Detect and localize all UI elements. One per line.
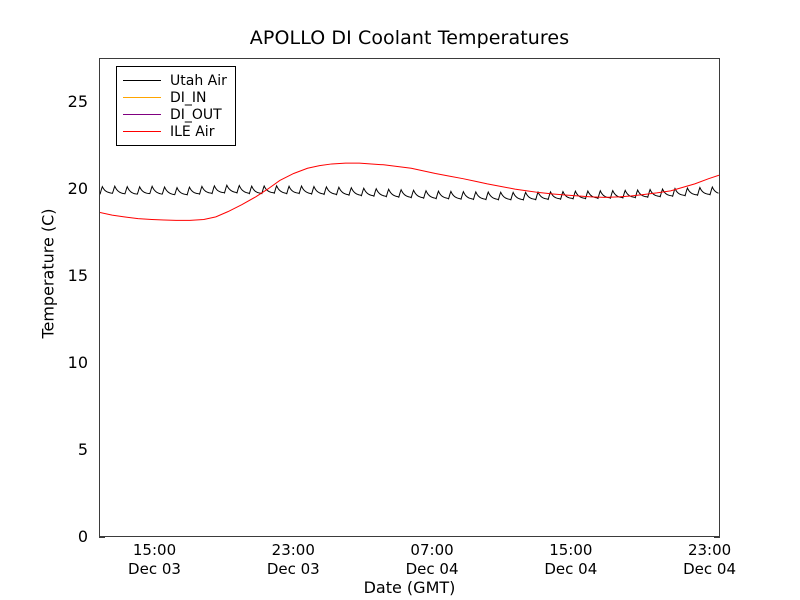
legend-color-swatch	[123, 80, 161, 81]
legend-item-label: DI_IN	[170, 89, 207, 106]
legend-color-swatch	[123, 97, 161, 98]
x-tick-label: 15:00 Dec 04	[544, 541, 597, 579]
x-tick-time: 15:00	[132, 541, 177, 559]
legend-color-swatch	[123, 114, 161, 115]
legend-color-swatch	[123, 131, 161, 132]
x-tick-time: 07:00	[410, 541, 454, 559]
y-tick-label: 25	[67, 91, 88, 111]
x-tick-label: 23:00 Dec 04	[683, 541, 736, 579]
y-tick-label: 5	[77, 439, 88, 459]
legend-item[interactable]: ILE Air	[123, 123, 227, 140]
x-tick-label: 15:00 Dec 03	[128, 541, 181, 579]
x-tick-time: 15:00	[549, 541, 593, 559]
x-tick-time: 23:00	[687, 541, 732, 559]
y-axis-label: Temperature (C)	[38, 208, 58, 339]
page-title: APOLLO DI Coolant Temperatures	[249, 27, 570, 49]
series-line-ile-air	[100, 163, 719, 220]
x-tick-date: Dec 03	[266, 560, 320, 578]
y-tick-label: 10	[67, 352, 88, 372]
legend-item[interactable]: DI_IN	[123, 89, 227, 106]
x-tick-date: Dec 04	[405, 560, 459, 578]
legend-item[interactable]: DI_OUT	[123, 106, 227, 123]
y-tick-mark	[714, 537, 720, 538]
data-lines-svg	[100, 59, 719, 536]
y-tick-mark	[99, 537, 105, 538]
x-axis-label: Date (GMT)	[363, 578, 456, 597]
legend-item-label: Utah Air	[170, 72, 227, 89]
y-tick-label: 20	[67, 178, 88, 198]
x-tick-label: 07:00 Dec 04	[406, 541, 459, 579]
x-tick-date: Dec 03	[128, 560, 181, 578]
x-tick-label: 23:00 Dec 03	[267, 541, 320, 579]
series-line-utah-air	[100, 185, 719, 200]
y-tick-label: 0	[77, 527, 88, 546]
legend-item[interactable]: Utah Air	[123, 72, 227, 89]
legend-item-label: ILE Air	[170, 123, 215, 140]
x-tick-date: Dec 04	[683, 560, 737, 578]
x-tick-date: Dec 04	[544, 560, 598, 578]
x-tick-time: 23:00	[271, 541, 315, 559]
legend-box: Utah Air DI_IN DI_OUT ILE Air	[116, 66, 236, 146]
y-tick-label: 15	[67, 265, 88, 285]
legend-item-label: DI_OUT	[170, 106, 222, 123]
